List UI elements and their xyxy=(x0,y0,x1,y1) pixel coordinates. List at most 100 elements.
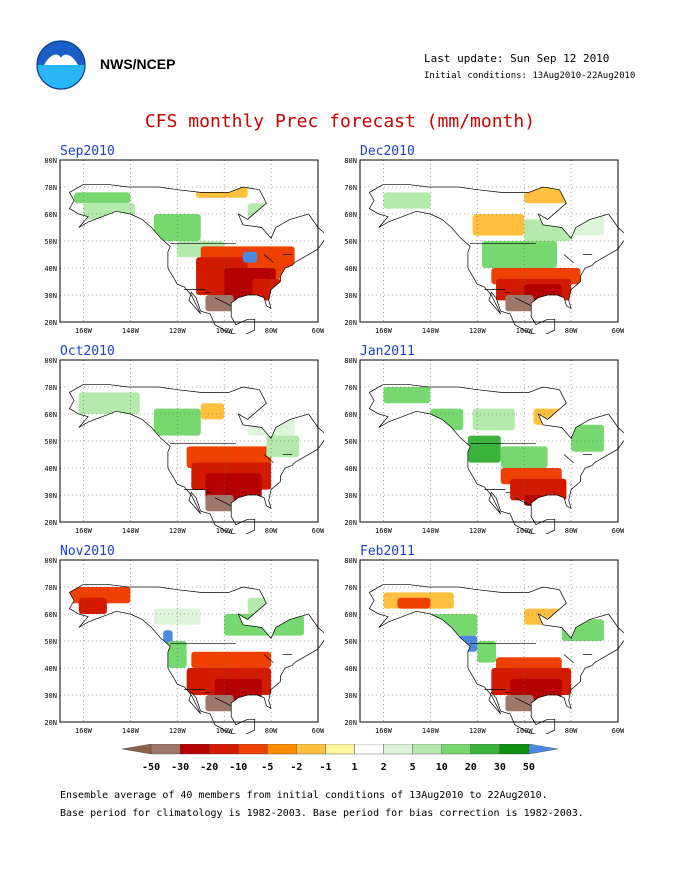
precip-anomaly-area xyxy=(397,597,431,609)
colorbar-tick-label: -2 xyxy=(290,762,302,772)
latitude-label: 60N xyxy=(344,411,357,419)
map-frame xyxy=(59,159,319,323)
colorbar-tick-label: -50 xyxy=(142,762,160,772)
precip-anomaly-area xyxy=(266,435,300,458)
longitude-label: 120W xyxy=(169,727,187,734)
precip-anomaly-area xyxy=(191,651,272,668)
longitude-label: 140W xyxy=(422,327,440,334)
colorbar-swatch xyxy=(267,744,297,755)
precip-anomaly-area xyxy=(205,695,234,712)
precip-anomaly-area xyxy=(571,424,604,452)
panel-month-label: Feb2011 xyxy=(360,544,415,559)
map-frame xyxy=(59,559,319,723)
latitude-label: 40N xyxy=(344,665,357,673)
precip-anomaly-area xyxy=(200,403,225,420)
colorbar-tick-label: 10 xyxy=(436,762,448,772)
longitude-label: 120W xyxy=(169,327,187,334)
border-line xyxy=(263,454,274,463)
footnote-base-period: Base period for climatology is 1982-2003… xyxy=(60,808,584,819)
longitude-label: 160W xyxy=(75,527,93,534)
colorbar-tick-label: 2 xyxy=(381,762,387,772)
panel-month-label: Sep2010 xyxy=(60,144,115,159)
colorbar-tick-label: -20 xyxy=(200,762,218,772)
latitude-label: 80N xyxy=(344,157,357,165)
longitude-label: 60W xyxy=(612,727,624,734)
latitude-label: 40N xyxy=(44,665,57,673)
colorbar-swatch xyxy=(528,744,559,755)
longitude-label: 160W xyxy=(75,727,93,734)
panel-month-label: Oct2010 xyxy=(60,344,115,359)
colorbar-swatch xyxy=(383,744,413,755)
precip-anomaly-area xyxy=(383,387,431,404)
precip-anomaly-area xyxy=(477,641,497,663)
longitude-label: 100W xyxy=(516,527,534,534)
latitude-label: 70N xyxy=(44,184,57,192)
border-line xyxy=(514,297,532,307)
latitude-label: 80N xyxy=(344,357,357,365)
noaa-logo xyxy=(36,40,86,90)
forecast-map: 80N 70N 60N 50N 40N 30N 20N 160W 140W 120W 100W 80W… xyxy=(44,357,324,534)
latitude-label: 70N xyxy=(44,584,57,592)
latitude-label: 30N xyxy=(44,292,57,300)
coastline xyxy=(368,183,624,334)
longitude-label: 160W xyxy=(375,727,393,734)
longitude-label: 80W xyxy=(565,527,578,534)
precip-anomaly-area xyxy=(524,187,572,204)
latitude-label: 80N xyxy=(44,157,57,165)
longitude-label: 140W xyxy=(422,527,440,534)
longitude-label: 100W xyxy=(516,727,534,734)
longitude-label: 120W xyxy=(169,527,187,534)
colorbar-tick-label: -30 xyxy=(171,762,189,772)
latitude-label: 40N xyxy=(44,465,57,473)
latitude-label: 60N xyxy=(44,211,57,219)
forecast-map: 80N 70N 60N 50N 40N 30N 20N 160W 140W 120W 100W 80W… xyxy=(344,557,624,734)
longitude-label: 140W xyxy=(422,727,440,734)
forecast-map: 80N 70N 60N 50N 40N 30N 20N 160W 140W 120W 100W 80W… xyxy=(44,557,324,734)
longitude-label: 80W xyxy=(565,727,578,734)
longitude-label: 120W xyxy=(469,527,487,534)
latitude-label: 20N xyxy=(44,719,57,727)
colorbar-swatch xyxy=(121,744,152,755)
precip-anomaly-area xyxy=(205,473,262,501)
border-line xyxy=(563,454,574,463)
colorbar-swatch xyxy=(150,744,181,755)
longitude-label: 100W xyxy=(216,727,234,734)
colorbar-tick-label: -1 xyxy=(319,762,331,772)
longitude-label: 80W xyxy=(565,327,578,334)
latitude-label: 60N xyxy=(44,411,57,419)
latitude-label: 60N xyxy=(44,611,57,619)
precip-anomaly-area xyxy=(467,435,501,463)
colorbar-tick-label: 30 xyxy=(494,762,506,772)
border-line xyxy=(563,254,574,263)
map-frame xyxy=(359,159,619,323)
latitude-label: 70N xyxy=(344,584,357,592)
forecast-map-panel: 80N 70N 60N 50N 40N 30N 20N 160W 140W 120W 100W 80W… xyxy=(334,344,624,534)
border-line xyxy=(263,654,274,663)
org-label: NWS/NCEP xyxy=(100,56,176,72)
latitude-label: 80N xyxy=(44,357,57,365)
precip-anomaly-area xyxy=(242,251,258,263)
precip-anomaly-area xyxy=(167,641,187,668)
latitude-label: 20N xyxy=(44,519,57,527)
latitude-label: 30N xyxy=(344,292,357,300)
precip-anomaly-area xyxy=(472,408,515,431)
latitude-label: 30N xyxy=(44,692,57,700)
colorbar-swatch xyxy=(470,744,501,755)
longitude-label: 160W xyxy=(375,327,393,334)
forecast-map-panel: 80N 70N 60N 50N 40N 30N 20N 160W 140W 120W 100W 80W… xyxy=(334,544,624,734)
latitude-label: 20N xyxy=(344,519,357,527)
panel-month-label: Nov2010 xyxy=(60,544,115,559)
longitude-label: 100W xyxy=(216,327,234,334)
colorbar-swatch xyxy=(296,744,326,755)
precip-anomaly-area xyxy=(78,597,107,614)
border-line xyxy=(214,297,232,307)
coastline xyxy=(68,183,324,334)
precip-anomaly-area xyxy=(153,408,201,436)
latitude-label: 40N xyxy=(44,265,57,273)
latitude-label: 20N xyxy=(44,319,57,327)
precip-anomaly-area xyxy=(505,695,534,712)
colorbar-tick-label: 20 xyxy=(465,762,477,772)
longitude-label: 120W xyxy=(469,327,487,334)
longitude-label: 140W xyxy=(122,527,140,534)
longitude-label: 100W xyxy=(516,327,534,334)
